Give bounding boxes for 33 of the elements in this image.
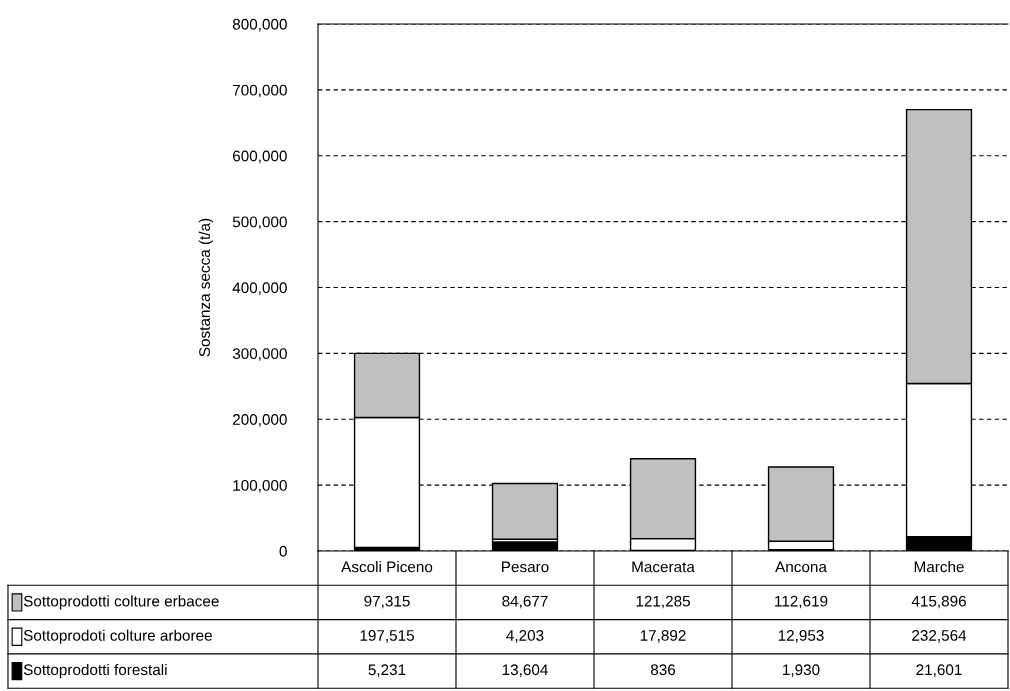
data-label: 4,203 xyxy=(506,630,544,643)
y-tick-label: 400,000 xyxy=(232,282,287,295)
x-tick-label: Pesaro xyxy=(502,561,549,573)
data-label: 197,515 xyxy=(360,630,414,643)
x-tick-label: Ascoli Piceno xyxy=(341,561,433,573)
data-label: 12,953 xyxy=(778,630,824,643)
y-tick-label: 200,000 xyxy=(232,414,287,427)
y-tick-label: 700,000 xyxy=(233,84,287,98)
x-tick-label: Macerata xyxy=(632,561,695,573)
data-label: 112,619 xyxy=(775,595,828,609)
data-label: 5,231 xyxy=(368,664,406,677)
legend-label: Sottoprodotti colture erbacee xyxy=(23,595,219,610)
y-tick-label: 0 xyxy=(279,545,287,557)
legend-label: Sottoprodoti colture arboree xyxy=(23,629,212,644)
y-tick-label: 500,000 xyxy=(232,216,287,230)
y-tick-label: 100,000 xyxy=(233,479,287,493)
data-label: 836 xyxy=(650,664,676,676)
data-label: 1,930 xyxy=(783,664,820,677)
y-tick-label: 800,000 xyxy=(232,18,287,32)
x-tick-label: Ancona xyxy=(775,561,827,573)
data-label: 97,315 xyxy=(364,595,410,609)
data-label: 415,896 xyxy=(911,595,966,609)
y-tick-label: 600,000 xyxy=(233,150,287,164)
data-label: 232,564 xyxy=(912,630,967,643)
data-label: 84,677 xyxy=(502,595,548,609)
data-label: 21,601 xyxy=(916,664,962,677)
data-label: 17,892 xyxy=(640,630,686,643)
data-label: 13,604 xyxy=(502,664,548,677)
y-axis-title: Sostanza secca (t/a) xyxy=(198,218,213,357)
data-label: 121,285 xyxy=(636,595,690,609)
x-tick-label: Marche xyxy=(914,561,964,573)
legend-label: Sottoprodotti forestali xyxy=(23,663,167,679)
y-tick-label: 300,000 xyxy=(232,348,287,361)
